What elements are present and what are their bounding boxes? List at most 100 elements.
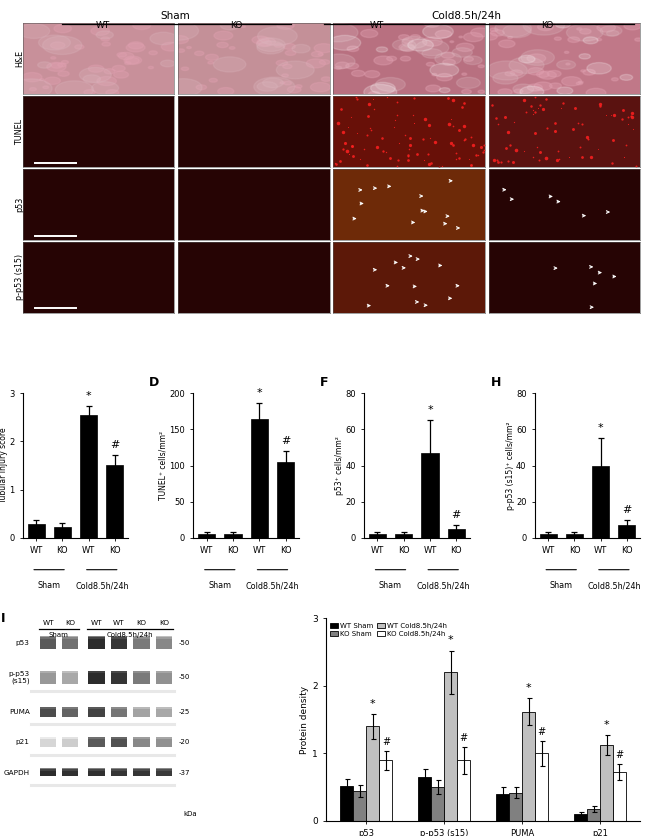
Circle shape (463, 33, 483, 42)
Circle shape (534, 82, 552, 90)
Text: *: * (370, 699, 376, 709)
Bar (107, 465, 124, 538)
Bar (133, 670, 150, 673)
Circle shape (463, 56, 482, 64)
Circle shape (493, 73, 518, 84)
Circle shape (133, 21, 151, 29)
Text: Cold8.5h/24h: Cold8.5h/24h (75, 581, 129, 590)
Text: kDa: kDa (183, 812, 197, 818)
Circle shape (161, 43, 180, 51)
Circle shape (437, 74, 452, 81)
Circle shape (276, 60, 287, 65)
Bar (27, 524, 45, 538)
Circle shape (462, 73, 467, 75)
Text: WT: WT (96, 21, 110, 30)
Bar (380, 760, 393, 821)
Circle shape (51, 57, 56, 59)
Circle shape (478, 90, 484, 94)
Bar (618, 525, 636, 538)
Circle shape (374, 56, 393, 65)
Circle shape (597, 23, 616, 32)
Bar (155, 671, 172, 684)
Y-axis label: Tubular injury score: Tubular injury score (0, 428, 8, 503)
Bar (155, 636, 172, 639)
Bar (88, 671, 105, 684)
Text: WT: WT (113, 619, 125, 625)
Text: p53: p53 (16, 640, 30, 646)
Circle shape (283, 64, 292, 69)
Bar (40, 737, 57, 739)
Circle shape (586, 89, 606, 98)
Circle shape (426, 63, 434, 66)
Circle shape (369, 91, 380, 97)
Circle shape (217, 43, 228, 48)
Text: KO: KO (541, 21, 554, 30)
Circle shape (620, 74, 632, 80)
Bar (155, 707, 172, 716)
Circle shape (568, 37, 580, 43)
Circle shape (521, 49, 554, 65)
Circle shape (277, 22, 294, 29)
Bar (40, 637, 57, 650)
Text: Cold8.5h/24h: Cold8.5h/24h (107, 632, 153, 638)
Circle shape (536, 71, 549, 78)
Bar (133, 737, 150, 739)
Circle shape (562, 77, 582, 86)
Circle shape (514, 89, 523, 94)
Bar (88, 637, 105, 650)
Circle shape (495, 20, 532, 37)
Circle shape (523, 16, 564, 35)
Bar (354, 791, 367, 821)
Circle shape (38, 62, 51, 69)
Text: KO: KO (229, 21, 242, 30)
Circle shape (114, 71, 129, 78)
Circle shape (422, 24, 453, 38)
Bar (419, 777, 432, 821)
Circle shape (456, 77, 480, 89)
Text: *: * (526, 683, 532, 693)
Bar (111, 636, 127, 639)
Circle shape (377, 23, 383, 26)
Text: p-p53
(s15): p-p53 (s15) (8, 670, 30, 684)
Circle shape (581, 69, 586, 72)
Circle shape (519, 55, 535, 63)
Circle shape (612, 78, 618, 81)
Bar (80, 415, 97, 538)
Circle shape (452, 48, 473, 57)
Circle shape (554, 37, 562, 40)
Circle shape (58, 71, 69, 76)
Text: PUMA: PUMA (8, 709, 30, 715)
Circle shape (502, 24, 531, 38)
Circle shape (578, 81, 583, 84)
Circle shape (214, 31, 233, 40)
Circle shape (51, 42, 65, 48)
Circle shape (128, 42, 144, 48)
Bar (111, 671, 127, 684)
Circle shape (150, 33, 177, 45)
Circle shape (11, 79, 52, 98)
Circle shape (538, 23, 553, 31)
Bar (277, 462, 294, 538)
Bar (448, 529, 465, 538)
Bar (133, 637, 150, 650)
Circle shape (505, 71, 515, 76)
Bar (62, 768, 78, 777)
Bar (62, 636, 78, 639)
Circle shape (443, 59, 456, 65)
Circle shape (579, 54, 590, 59)
Circle shape (510, 70, 523, 76)
Circle shape (319, 59, 330, 64)
Bar (40, 636, 57, 639)
Bar (522, 711, 535, 821)
Circle shape (241, 25, 246, 28)
Text: KO: KO (159, 619, 169, 625)
Circle shape (61, 60, 68, 64)
Text: Cold8.5h/24h: Cold8.5h/24h (417, 581, 470, 590)
Bar (88, 670, 105, 673)
Circle shape (18, 23, 49, 38)
Text: *: * (257, 388, 262, 398)
Text: Cold8.5h/24h: Cold8.5h/24h (246, 581, 299, 590)
Bar (155, 768, 172, 777)
Circle shape (306, 59, 326, 68)
Circle shape (555, 21, 570, 28)
